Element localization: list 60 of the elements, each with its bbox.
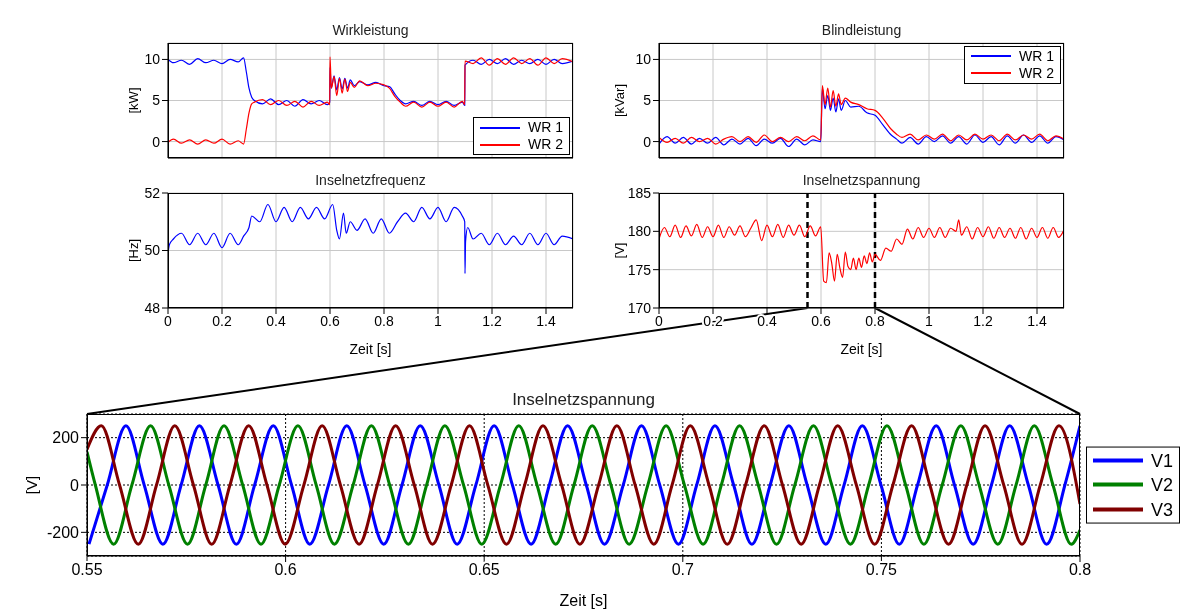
y-tick-label: 170: [627, 299, 652, 316]
y-tick-label: 175: [627, 261, 652, 278]
legend-label: WR 2: [1019, 64, 1054, 82]
y-tick-label: 5: [152, 92, 161, 109]
y-axis-title: [kW]: [125, 87, 141, 114]
x-tick-label: 0.55: [71, 561, 103, 579]
x-tick-label: 0.6: [320, 312, 340, 329]
x-tick-label: 1.4: [536, 312, 556, 329]
y-tick-label: 10: [144, 51, 161, 68]
legend-label: WR 2: [528, 136, 563, 153]
chart-title: Inselnetzfrequenz: [314, 172, 427, 188]
y-tick-label: 200: [52, 429, 80, 447]
y-tick-label: 48: [144, 299, 161, 316]
chart-title: Blindleistung: [820, 22, 903, 38]
x-tick-label: 1: [434, 312, 443, 329]
x-tick-label: 1.2: [482, 312, 502, 329]
x-tick-label: 0.6: [274, 561, 297, 579]
x-axis-title: Zeit [s]: [559, 592, 608, 609]
x-tick-label: 1: [925, 312, 934, 329]
y-axis-title: [Hz]: [125, 238, 141, 263]
chart-title: Inselnetzspannung: [801, 172, 922, 188]
x-axis-title: Zeit [s]: [349, 341, 392, 357]
chart-title: Wirkleistung: [331, 22, 410, 38]
y-axis-title: [kVar]: [611, 84, 627, 117]
line-series: [659, 219, 1064, 284]
y-tick-label: 52: [144, 184, 161, 201]
y-tick-label: 5: [643, 92, 652, 109]
x-tick-label: 0.75: [865, 561, 898, 579]
x-tick-label: 1.4: [1027, 312, 1047, 329]
x-tick-label: 0: [655, 312, 664, 329]
y-tick-label: 180: [627, 223, 652, 240]
x-tick-label: 0: [164, 312, 173, 329]
y-axis-title: [V]: [23, 475, 41, 495]
y-tick-label: 0: [643, 133, 652, 150]
x-tick-label: 0.8: [865, 312, 885, 329]
legend-label: WR 1: [528, 119, 563, 137]
y-axis-title: [V]: [611, 242, 627, 259]
x-tick-label: 1.2: [973, 312, 993, 329]
x-tick-label: 0.4: [266, 312, 286, 329]
x-tick-label: 0.2: [212, 312, 232, 329]
legend-label: WR 1: [1019, 48, 1054, 65]
y-tick-label: 50: [144, 242, 161, 259]
x-tick-label: 0.7: [671, 561, 695, 579]
y-tick-label: 0: [70, 476, 80, 494]
x-tick-label: 0.8: [1068, 561, 1092, 579]
x-tick-label: 0.6: [811, 312, 831, 329]
y-tick-label: 10: [635, 51, 652, 68]
x-tick-label: 0.65: [468, 561, 500, 579]
y-tick-label: 0: [152, 133, 161, 150]
x-tick-label: 0.4: [757, 312, 777, 329]
chart-title: Inselnetzspannung: [511, 390, 656, 410]
legend-label: V1: [1151, 449, 1174, 473]
legend-label: V2: [1151, 473, 1174, 497]
line-series: [168, 203, 573, 275]
y-tick-label: 185: [627, 184, 652, 201]
x-tick-label: 0.8: [374, 312, 394, 329]
line-series: [168, 57, 573, 107]
legend-label: V3: [1151, 498, 1174, 522]
x-axis-title: Zeit [s]: [840, 341, 883, 357]
y-tick-label: -200: [46, 524, 80, 542]
